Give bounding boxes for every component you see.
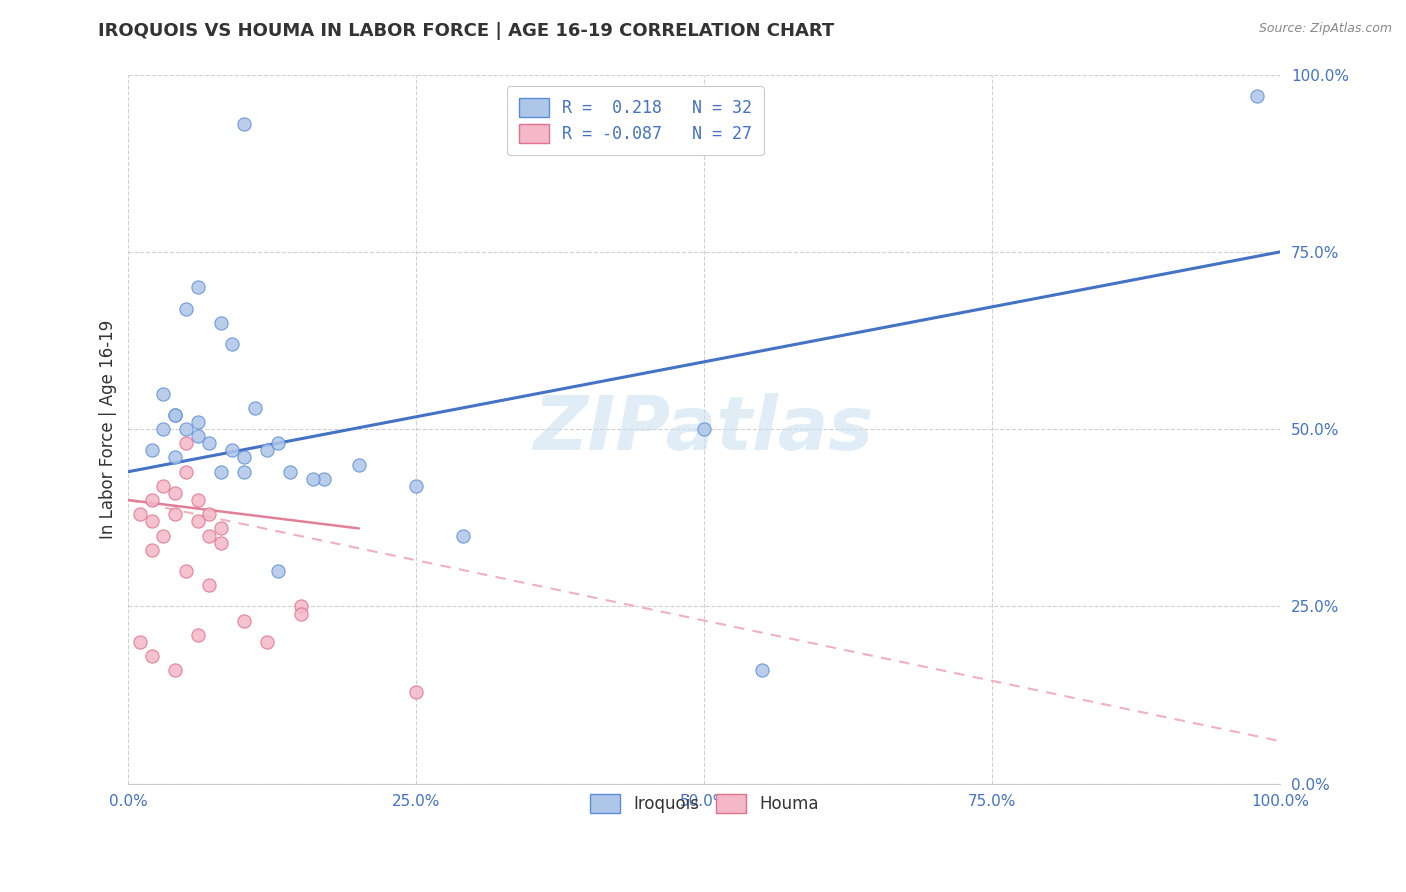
Point xyxy=(221,337,243,351)
Y-axis label: In Labor Force | Age 16-19: In Labor Force | Age 16-19 xyxy=(100,319,117,539)
Point xyxy=(152,386,174,401)
Point xyxy=(290,599,312,614)
Point xyxy=(209,521,232,535)
Point xyxy=(141,542,163,557)
Legend: Iroquois, Houma: Iroquois, Houma xyxy=(578,782,831,825)
Point xyxy=(198,528,221,542)
Point xyxy=(141,443,163,458)
Point xyxy=(163,408,186,422)
Point xyxy=(163,663,186,677)
Point xyxy=(209,535,232,549)
Point xyxy=(174,422,197,436)
Point xyxy=(232,614,254,628)
Point xyxy=(256,635,278,649)
Point xyxy=(301,472,323,486)
Point xyxy=(198,578,221,592)
Text: Source: ZipAtlas.com: Source: ZipAtlas.com xyxy=(1258,22,1392,36)
Point xyxy=(243,401,266,415)
Point xyxy=(129,507,152,521)
Point xyxy=(198,436,221,450)
Point xyxy=(187,514,209,528)
Point xyxy=(174,564,197,578)
Point xyxy=(278,465,301,479)
Point xyxy=(347,458,370,472)
Point xyxy=(187,415,209,429)
Text: ZIPatlas: ZIPatlas xyxy=(534,392,875,466)
Point xyxy=(751,663,773,677)
Point xyxy=(174,465,197,479)
Point xyxy=(152,422,174,436)
Point xyxy=(209,316,232,330)
Point xyxy=(232,465,254,479)
Point xyxy=(405,479,427,493)
Point xyxy=(129,635,152,649)
Point xyxy=(163,507,186,521)
Point xyxy=(290,607,312,621)
Point xyxy=(232,450,254,465)
Text: IROQUOIS VS HOUMA IN LABOR FORCE | AGE 16-19 CORRELATION CHART: IROQUOIS VS HOUMA IN LABOR FORCE | AGE 1… xyxy=(98,22,835,40)
Point xyxy=(187,280,209,294)
Point xyxy=(174,436,197,450)
Point xyxy=(267,564,290,578)
Point xyxy=(232,117,254,131)
Point xyxy=(163,408,186,422)
Point xyxy=(256,443,278,458)
Point xyxy=(187,429,209,443)
Point xyxy=(198,507,221,521)
Point xyxy=(209,465,232,479)
Point xyxy=(174,301,197,316)
Point xyxy=(1246,88,1268,103)
Point xyxy=(187,628,209,642)
Point xyxy=(152,479,174,493)
Point xyxy=(141,649,163,664)
Point xyxy=(163,486,186,500)
Point xyxy=(267,436,290,450)
Point xyxy=(141,493,163,508)
Point xyxy=(163,450,186,465)
Point xyxy=(152,528,174,542)
Point xyxy=(221,443,243,458)
Point xyxy=(187,493,209,508)
Point xyxy=(314,472,336,486)
Point xyxy=(405,684,427,698)
Point xyxy=(451,528,474,542)
Point xyxy=(141,514,163,528)
Point xyxy=(693,422,716,436)
